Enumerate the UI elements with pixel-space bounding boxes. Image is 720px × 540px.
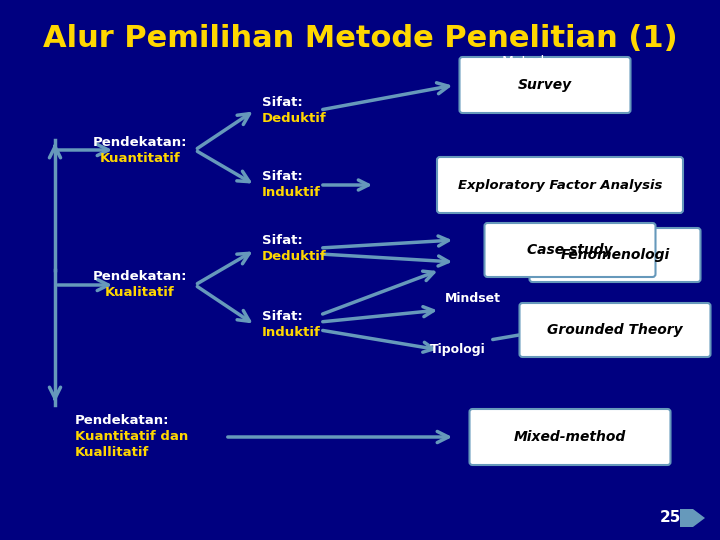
Text: Sifat:: Sifat: bbox=[262, 171, 302, 184]
Text: Exploratory Factor Analysis: Exploratory Factor Analysis bbox=[458, 179, 662, 192]
Text: Mixed-method: Mixed-method bbox=[514, 430, 626, 444]
Text: Sifat:: Sifat: bbox=[262, 233, 302, 246]
Text: Fenomenologi: Fenomenologi bbox=[560, 248, 670, 262]
Text: Metode:: Metode: bbox=[502, 55, 558, 69]
FancyBboxPatch shape bbox=[520, 303, 711, 357]
Text: Sifat:: Sifat: bbox=[262, 310, 302, 323]
Text: Sifat:: Sifat: bbox=[262, 96, 302, 109]
Text: Induktif: Induktif bbox=[262, 186, 321, 199]
Text: 25: 25 bbox=[660, 510, 680, 525]
Text: Kuantitatif: Kuantitatif bbox=[99, 152, 181, 165]
FancyBboxPatch shape bbox=[469, 409, 670, 465]
FancyBboxPatch shape bbox=[485, 223, 655, 277]
Text: Kuallitatif: Kuallitatif bbox=[75, 447, 149, 460]
FancyBboxPatch shape bbox=[459, 57, 631, 113]
Text: Pendekatan:: Pendekatan: bbox=[93, 271, 187, 284]
Text: Alur Pemilihan Metode Penelitian (1): Alur Pemilihan Metode Penelitian (1) bbox=[42, 24, 678, 53]
Text: Survey: Survey bbox=[518, 78, 572, 92]
Text: Induktif: Induktif bbox=[262, 327, 321, 340]
Text: Tipologi: Tipologi bbox=[430, 343, 486, 356]
Text: Pendekatan:: Pendekatan: bbox=[93, 136, 187, 148]
FancyBboxPatch shape bbox=[529, 228, 701, 282]
FancyBboxPatch shape bbox=[437, 157, 683, 213]
Text: Kualitatif: Kualitatif bbox=[105, 287, 175, 300]
FancyArrow shape bbox=[680, 509, 705, 527]
Text: Mindset: Mindset bbox=[445, 292, 501, 305]
Text: Deduktif: Deduktif bbox=[262, 111, 327, 125]
Text: Deduktif: Deduktif bbox=[262, 249, 327, 262]
Text: Pendekatan:: Pendekatan: bbox=[75, 414, 169, 427]
Text: Case study: Case study bbox=[527, 243, 613, 257]
Text: Kuantitatif dan: Kuantitatif dan bbox=[75, 430, 188, 443]
Text: Grounded Theory: Grounded Theory bbox=[547, 323, 683, 337]
